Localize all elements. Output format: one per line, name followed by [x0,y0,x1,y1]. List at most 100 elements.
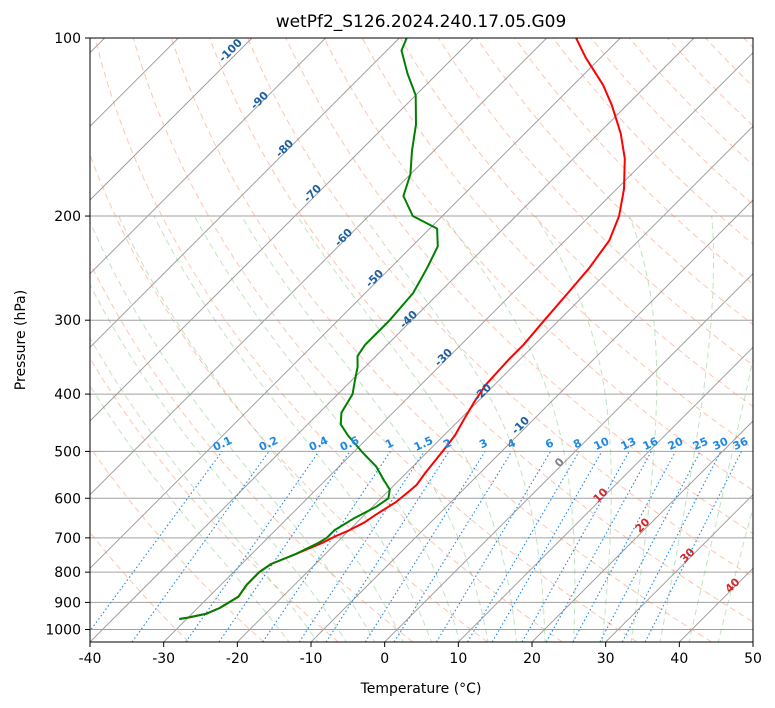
isotherm-line [90,38,327,275]
isotherm-line [90,38,474,422]
dry-adiabat-label: -40 [397,308,420,331]
mixing-ratio-line [325,451,450,642]
dry-adiabat-line [90,153,488,642]
dry-adiabat-label: -10 [509,414,532,437]
dry-adiabat-line [132,38,638,642]
dry-adiabat-line [209,38,753,623]
mixing-ratio-line [545,451,652,642]
x-tick-label: 20 [523,651,541,667]
dry-adiabat-line [514,38,753,285]
mixing-ratio-line [364,451,486,642]
y-tick-label: 400 [54,387,81,403]
dry-adiabat-line [705,38,753,88]
moist-adiabat-line [688,356,753,642]
moist-adiabat-line [717,506,753,642]
moist-adiabat-label: 10 [591,485,611,505]
y-axis-label: Pressure (hPa) [13,290,29,390]
moist-adiabat-line [90,220,376,642]
x-tick-label: 0 [380,651,389,667]
isotherm-line [752,641,753,642]
x-tick-label: 40 [670,651,688,667]
dry-adiabat-label: -30 [432,346,455,369]
mixing-ratio-line [262,451,391,642]
temperature-trace [179,38,626,620]
mixing-ratio-line [90,451,223,632]
isotherm-line [457,346,753,642]
x-tick-label: -40 [79,651,102,667]
isotherm-line [90,38,253,201]
moist-adiabat-line [153,215,433,642]
x-tick-label: 50 [744,651,762,667]
y-tick-label: 1000 [45,622,81,638]
dry-adiabat-line [94,38,563,642]
moist-adiabat-label: 40 [723,575,743,595]
dry-adiabat-line [90,357,339,642]
moist-adiabat-line [193,215,461,642]
dry-adiabat-line [323,38,753,492]
mixing-ratio-line [218,451,351,642]
grid-layer [90,38,753,642]
moist-adiabat-line [363,215,546,642]
x-tick-label: -30 [152,651,175,667]
moist-adiabat-line [628,215,658,642]
mixing-ratio-line [491,451,603,642]
dry-adiabat-line [247,38,753,578]
isotherm-line [163,51,753,642]
mixing-ratio-line [435,451,552,642]
mixing-ratio-line [131,451,270,642]
mixing-ratio-label: 0.4 [307,434,330,454]
moist-adiabat-line [659,215,714,642]
dry-adiabat-line [170,38,712,642]
dry-adiabat-line [90,446,264,642]
y-tick-label: 700 [54,531,81,547]
mixing-ratio-label: 25 [691,435,710,453]
dry-adiabat-line [743,38,753,49]
mixing-ratio-label: 20 [666,435,686,453]
adiabat-layer [90,38,753,642]
y-tick-label: 800 [54,565,81,581]
dry-adiabat-label: -80 [273,137,296,160]
x-tick-label: 10 [449,651,467,667]
mixing-ratio-line [572,451,677,642]
isotherm-line [384,272,753,642]
mixing-ratio-label: 13 [619,435,638,453]
mixing-ratio-line [521,451,630,642]
isotherm-line [90,38,695,642]
mixing-ratio-label: 8 [571,436,583,451]
x-axis: -40 -30 -20 -10 0 10 20 30 40 50 [79,642,762,667]
mixing-ratio-label: 6 [543,436,556,451]
mixing-ratio-label: 10 [592,435,612,453]
dry-adiabat-line [90,261,414,642]
mixing-ratio-line [393,451,513,642]
dry-adiabat-line [476,38,753,326]
mixing-ratio-label: 1 [383,436,395,451]
y-tick-label: 300 [54,313,81,329]
isotherm-line [90,38,548,496]
dry-adiabat-line [285,38,753,535]
plot-frame [89,37,754,643]
moist-adiabat-line [534,215,612,642]
mixing-ratio-line [298,451,425,642]
moist-adiabat-label: 30 [678,545,698,565]
y-tick-label: 900 [54,595,81,611]
moist-adiabat-line [90,384,290,642]
isotherm-line [605,493,753,642]
moist-adiabat-label: 20 [633,515,653,535]
isotherm-line [236,125,753,642]
isotherm-line [90,38,400,349]
x-tick-label: 30 [597,651,615,667]
moist-adiabat-line [241,215,489,642]
isotherm-line [90,38,621,570]
dewpoint-trace [179,38,439,620]
moist-adiabat-line [90,283,347,642]
mixing-ratio-label: 4 [505,436,518,451]
dry-adiabat-line [552,38,753,245]
moist-adiabat-line [296,215,518,642]
mixing-ratio-label: 1.5 [412,434,435,454]
mixing-ratio-label: 36 [731,435,751,453]
x-tick-label: -20 [226,651,249,667]
moist-adiabat-line [90,337,319,642]
y-tick-label: 600 [54,491,81,507]
mixing-ratio-line [599,451,701,642]
